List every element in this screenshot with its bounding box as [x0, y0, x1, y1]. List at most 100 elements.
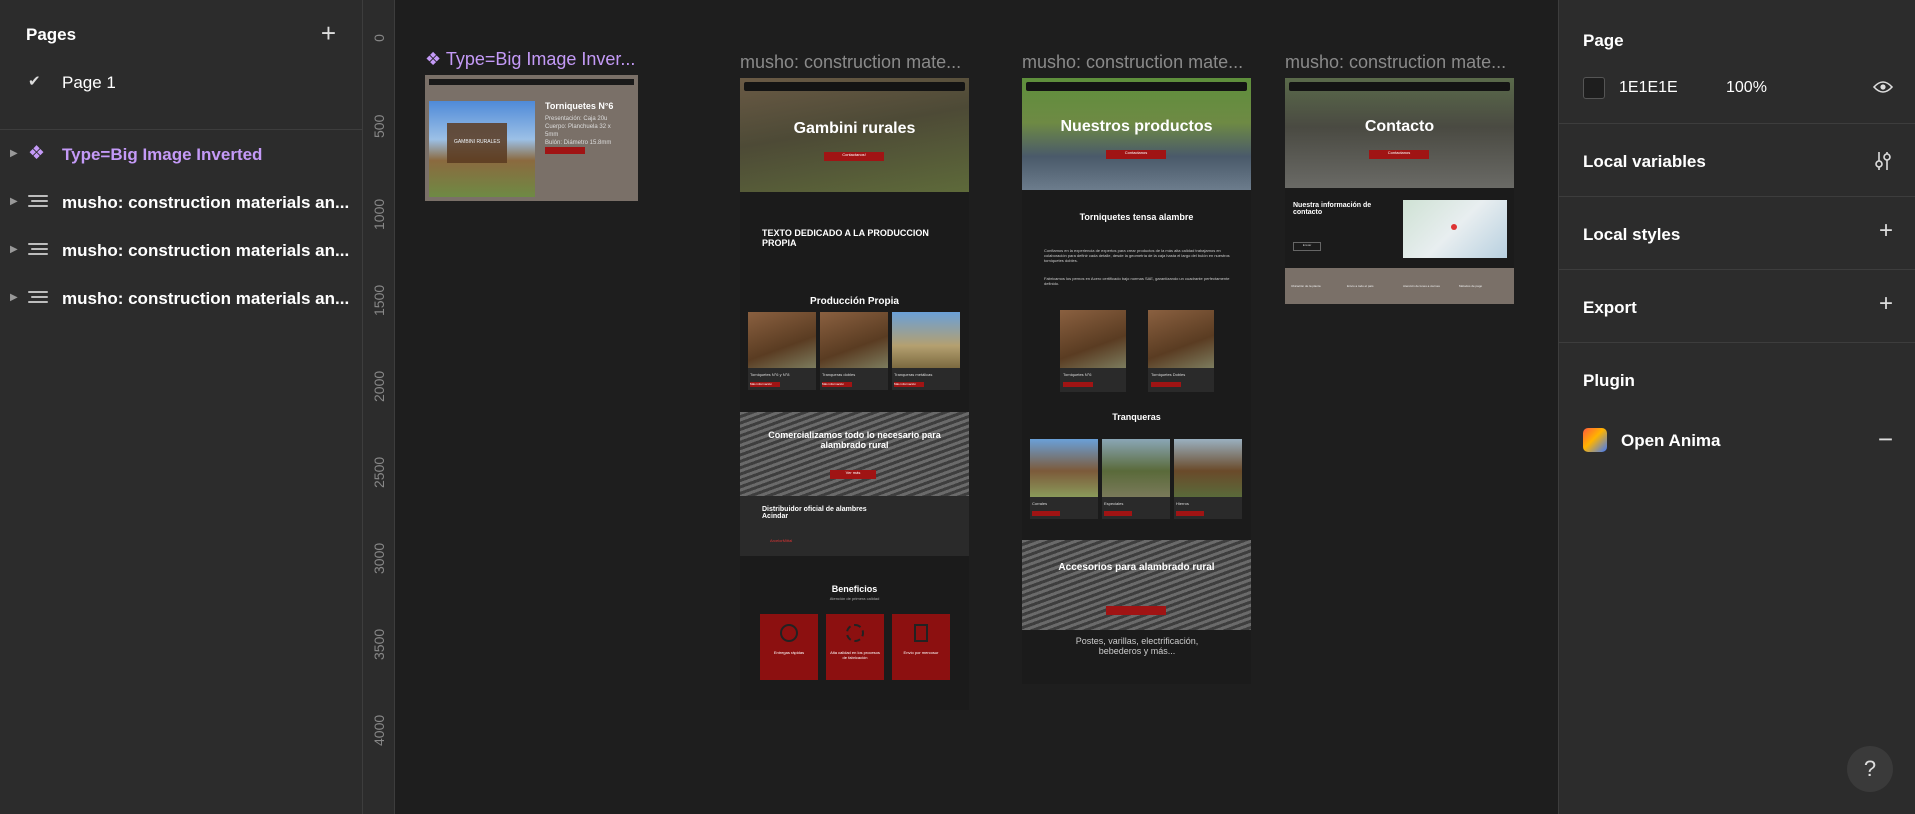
product-card[interactable]: Torniquetes Dobles	[1148, 310, 1214, 392]
ruler-tick: 1500	[371, 284, 387, 316]
add-style-icon[interactable]: +	[1878, 217, 1893, 244]
frame-title[interactable]: musho: construction mate...	[1022, 52, 1244, 72]
map-embed[interactable]	[1403, 200, 1507, 258]
page-section-title: Page	[1583, 31, 1624, 50]
tranquera-button[interactable]	[1104, 511, 1132, 516]
product-button[interactable]	[1063, 382, 1093, 387]
map-pin-icon	[1451, 224, 1457, 230]
ruler-tick: 4000	[371, 714, 387, 746]
layer-frame[interactable]: ▶ musho: construction materials an...	[0, 280, 362, 320]
banner-button[interactable]: Ver más	[830, 470, 876, 479]
frame-productos[interactable]: Nuestros productos Contactanos Torniquet…	[1022, 78, 1251, 684]
layer-component[interactable]: ▶ ❖ Type=Big Image Inverted	[0, 136, 362, 176]
expand-caret-icon[interactable]: ▶	[10, 148, 18, 159]
contact-send-button[interactable]: Enviar	[1293, 242, 1321, 251]
product-label: Torniquetes N°6 y N°8	[750, 372, 790, 377]
benefit-label: Envío por mercosur	[903, 650, 939, 655]
product-label: Torniquetes N°6	[1063, 372, 1092, 377]
product-card[interactable]: Tranqueras metálicas Más información	[892, 312, 960, 390]
hero-button[interactable]: Contactanos	[1369, 150, 1429, 159]
component-detail-line: Bulón: Diámetro 15.8mm	[545, 140, 612, 146]
section-heading: Torniquetes tensa alambre	[1079, 212, 1194, 222]
design-canvas[interactable]: ❖ Type=Big Image Inver... GAMBINI RURALE…	[395, 0, 1558, 814]
intro-text: TEXTO DEDICADO A LA PRODUCCION PROPIA	[762, 228, 929, 248]
expand-caret-icon[interactable]: ▶	[10, 292, 18, 303]
component-title-text: Type=Big Image Inver...	[445, 49, 636, 69]
component-navbar	[429, 79, 634, 85]
delivery-person-icon	[914, 624, 928, 642]
remove-plugin-icon[interactable]: −	[1877, 424, 1893, 454]
tranquera-button[interactable]	[1032, 511, 1060, 516]
product-card[interactable]: Tranqueras dobles Más información	[820, 312, 888, 390]
expand-caret-icon[interactable]: ▶	[10, 196, 18, 207]
wire-banner: Comercializamos todo lo necesario para a…	[740, 412, 969, 496]
frame-layout-icon	[28, 288, 48, 308]
hero-section: Gambini rurales Contactanos!	[740, 78, 969, 192]
product-button[interactable]: Más información	[750, 382, 780, 387]
layer-frame[interactable]: ▶ musho: construction materials an...	[0, 184, 362, 224]
section-heading: Producción Propia	[810, 296, 899, 307]
expand-caret-icon[interactable]: ▶	[10, 244, 18, 255]
add-page-icon[interactable]: +	[320, 18, 336, 48]
plugin-item[interactable]: Open Anima −	[1583, 424, 1893, 456]
ruler-tick: 3000	[371, 542, 387, 574]
product-button[interactable]: Más información	[894, 382, 924, 387]
background-opacity[interactable]: 100%	[1726, 79, 1767, 96]
ruler-tick: 500	[371, 114, 387, 138]
component-button[interactable]	[545, 147, 585, 154]
vertical-ruler: 0 500 1000 1500 2000 2500 3000 3500 4000	[363, 0, 395, 814]
plugin-name: Open Anima	[1621, 431, 1721, 450]
local-styles-title: Local styles	[1583, 225, 1681, 244]
help-button[interactable]: ?	[1847, 746, 1893, 792]
hero-title: Gambini rurales	[793, 120, 916, 137]
frame-title[interactable]: musho: construction mate...	[740, 52, 962, 72]
export-section[interactable]: Export +	[1559, 270, 1915, 343]
component-title[interactable]: ❖ Type=Big Image Inver...	[425, 49, 635, 70]
frame-contacto[interactable]: Contacto Contactanos Nuestra información…	[1285, 78, 1514, 304]
component-frame[interactable]: GAMBINI RURALES Torniquetes N°6 Presenta…	[425, 75, 638, 201]
product-label: Tranqueras metálicas	[894, 372, 933, 377]
background-color-swatch[interactable]	[1583, 77, 1605, 99]
properties-panel: Page 1E1E1E 100% Local variables Local s…	[1558, 0, 1915, 814]
component-icon: ❖	[28, 143, 46, 164]
ruler-tick: 0	[371, 34, 387, 42]
footer-item: Envío a todo el país	[1347, 284, 1374, 288]
eye-icon[interactable]	[1873, 80, 1893, 94]
product-label: Tranqueras dobles	[822, 372, 856, 377]
site-navbar	[744, 82, 965, 91]
contact-info-title: Nuestra información de contacto	[1293, 202, 1372, 216]
benefit-label: Entregas rápidas	[773, 650, 805, 655]
layer-label: musho: construction materials an...	[62, 289, 350, 308]
banner-button[interactable]	[1106, 606, 1166, 615]
frame-title[interactable]: musho: construction mate...	[1285, 52, 1507, 72]
beneficios-sub: Atención de primera calidad	[829, 596, 880, 601]
product-card[interactable]: Torniquetes N°6	[1060, 310, 1126, 392]
product-button[interactable]	[1151, 382, 1181, 387]
tranquera-card[interactable]: Corrales	[1030, 439, 1098, 519]
export-title: Export	[1583, 298, 1637, 317]
contact-footer: Ubicación de la planta Envío a todo el p…	[1285, 268, 1514, 304]
tranquera-label: Corrales	[1032, 501, 1048, 506]
page-item[interactable]: ✔ Page 1	[0, 70, 362, 96]
add-export-icon[interactable]: +	[1878, 290, 1893, 317]
product-card[interactable]: Torniquetes N°6 y N°8 Más información	[748, 312, 816, 390]
frame-gambini-home[interactable]: Gambini rurales Contactanos! TEXTO DEDIC…	[740, 78, 969, 710]
hero-button[interactable]: Contactanos	[1106, 150, 1166, 159]
background-hex[interactable]: 1E1E1E	[1619, 79, 1678, 96]
footer-item: Métodos de pago	[1459, 284, 1483, 288]
pages-title: Pages	[26, 25, 77, 44]
benefit-card: Alta calidad en los procesos de fabricac…	[826, 614, 884, 680]
tranquera-card[interactable]: Especiales	[1102, 439, 1170, 519]
product-image	[1148, 310, 1214, 368]
local-styles-section[interactable]: Local styles +	[1559, 197, 1915, 270]
layer-frame[interactable]: ▶ musho: construction materials an...	[0, 232, 362, 272]
local-variables-section[interactable]: Local variables	[1559, 124, 1915, 197]
variables-adjust-icon[interactable]	[1873, 150, 1893, 172]
tranquera-button[interactable]	[1176, 511, 1204, 516]
product-button[interactable]: Más información	[822, 382, 852, 387]
acindar-logo: ArcelorMittal	[770, 538, 793, 543]
pages-header: Pages +	[0, 0, 362, 70]
hero-button[interactable]: Contactanos!	[824, 152, 884, 161]
tranquera-card[interactable]: Hierros	[1174, 439, 1242, 519]
local-variables-title: Local variables	[1583, 152, 1706, 171]
